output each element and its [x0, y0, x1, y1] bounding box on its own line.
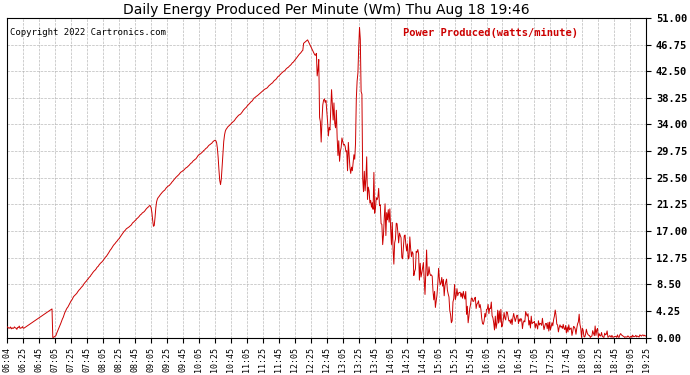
Text: Copyright 2022 Cartronics.com: Copyright 2022 Cartronics.com — [10, 27, 166, 36]
Text: Power Produced(watts/minute): Power Produced(watts/minute) — [404, 27, 578, 38]
Title: Daily Energy Produced Per Minute (Wm) Thu Aug 18 19:46: Daily Energy Produced Per Minute (Wm) Th… — [124, 3, 530, 17]
